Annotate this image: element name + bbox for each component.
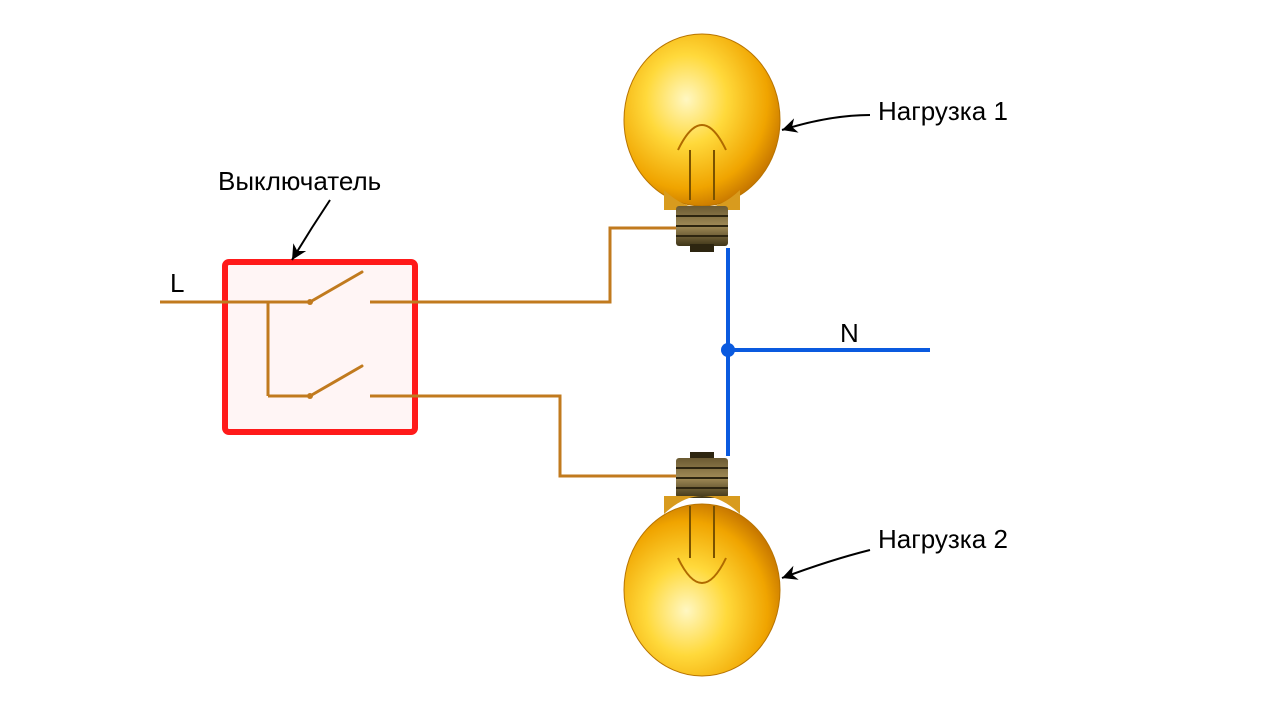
label-switch: Выключатель: [218, 166, 381, 196]
arrow-switch: [292, 200, 330, 260]
wiring-diagram: Выключатель L N Нагрузка 1 Нагрузка 2: [0, 0, 1280, 720]
label-N: N: [840, 318, 859, 348]
wire-to-load1: [415, 228, 688, 302]
neutral-junction-node: [721, 343, 735, 357]
label-L: L: [170, 268, 184, 298]
wire-to-load2: [415, 396, 688, 476]
arrow-load1: [782, 115, 870, 130]
label-load2: Нагрузка 2: [878, 524, 1008, 554]
switch-box: [225, 262, 415, 432]
label-load1: Нагрузка 1: [878, 96, 1008, 126]
bulb-load1: [624, 34, 780, 252]
bulb-load2: [624, 452, 780, 676]
arrow-load2: [782, 550, 870, 578]
